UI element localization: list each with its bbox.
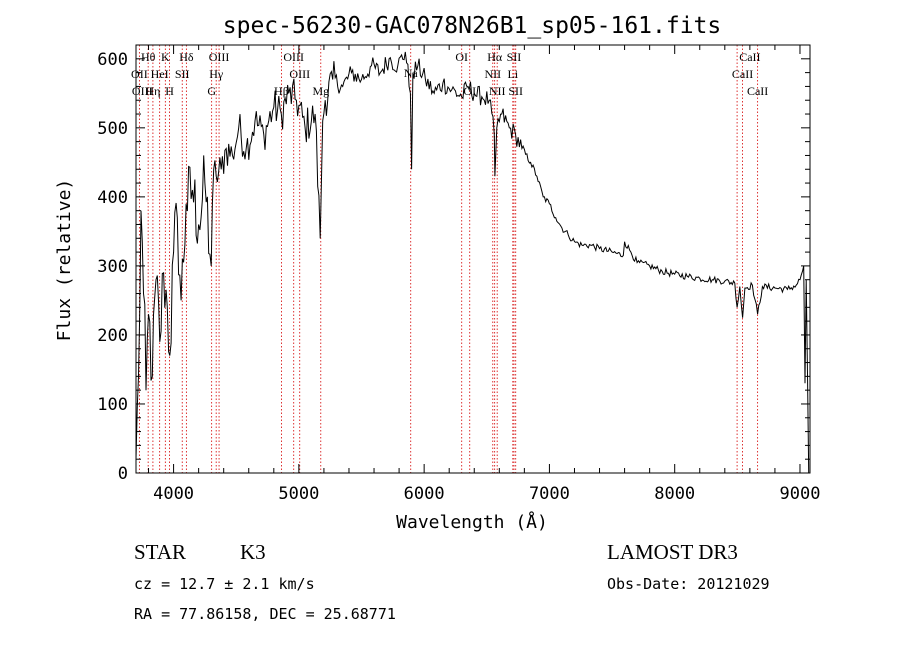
x-tick-label: 6000 [404, 484, 445, 504]
line-label: OIII [289, 67, 310, 81]
line-label: Hδ [179, 50, 194, 64]
line-label: Hβ [274, 84, 289, 98]
object-class: STAR [134, 540, 186, 564]
line-label: OII [131, 67, 148, 81]
line-label: Li [508, 67, 519, 81]
line-labels: Hθ K Hδ OIII OIII OI Hα SII CaII OII HeI SII Hγ OIII N… [131, 50, 768, 98]
y-tick-label: 100 [97, 395, 128, 415]
spectrum-line [135, 51, 810, 474]
line-label: CaII [747, 84, 768, 98]
line-label: SII [508, 84, 523, 98]
line-label: CaII [739, 50, 760, 64]
line-label: OI [455, 50, 468, 64]
y-axis: 0 100 200 300 400 500 600 [97, 50, 810, 484]
x-tick-label: 5000 [278, 484, 319, 504]
line-label: HeI [151, 67, 169, 81]
line-label: OI [463, 84, 476, 98]
observation-date: Obs-Date: 20121029 [607, 575, 770, 593]
y-tick-label: 300 [97, 257, 128, 277]
y-tick-label: 500 [97, 119, 128, 139]
object-subclass: K3 [240, 540, 266, 564]
line-label: G [207, 84, 216, 98]
plot-frame [135, 44, 811, 474]
line-label: Hθ [141, 50, 156, 64]
line-label: K [161, 50, 170, 64]
line-label: OIII [209, 50, 230, 64]
line-label: NII [484, 67, 501, 81]
line-label: Hγ [209, 67, 224, 81]
line-label: SII [175, 67, 190, 81]
x-axis-label: Wavelength (Å) [396, 511, 548, 533]
x-tick-label: 8000 [654, 484, 695, 504]
line-label: H [165, 84, 174, 98]
line-label: Hη [145, 84, 160, 98]
chart-title: spec-56230-GAC078N26B1_sp05-161.fits [223, 13, 722, 39]
line-markers [138, 45, 759, 473]
line-label: Mg [312, 84, 329, 98]
line-label: OIII [283, 50, 304, 64]
line-label: Hα [487, 50, 503, 64]
x-tick-label: 7000 [529, 484, 570, 504]
x-tick-label: 4000 [153, 484, 194, 504]
line-label: CaII [732, 67, 753, 81]
line-label: NII [489, 84, 506, 98]
y-tick-label: 200 [97, 326, 128, 346]
line-label: SII [507, 50, 522, 64]
redshift-text: cz = 12.7 ± 2.1 km/s [134, 575, 315, 593]
survey-name: LAMOST DR3 [607, 540, 738, 564]
line-label: OIII [132, 84, 153, 98]
y-tick-label: 0 [118, 464, 128, 484]
y-tick-label: 400 [97, 188, 128, 208]
x-tick-label: 9000 [780, 484, 821, 504]
y-tick-label: 600 [97, 50, 128, 70]
coordinates-text: RA = 77.86158, DEC = 25.68771 [134, 605, 396, 623]
y-axis-label: Flux (relative) [54, 179, 75, 342]
x-axis: 4000 5000 6000 7000 8000 9000 [148, 45, 821, 504]
